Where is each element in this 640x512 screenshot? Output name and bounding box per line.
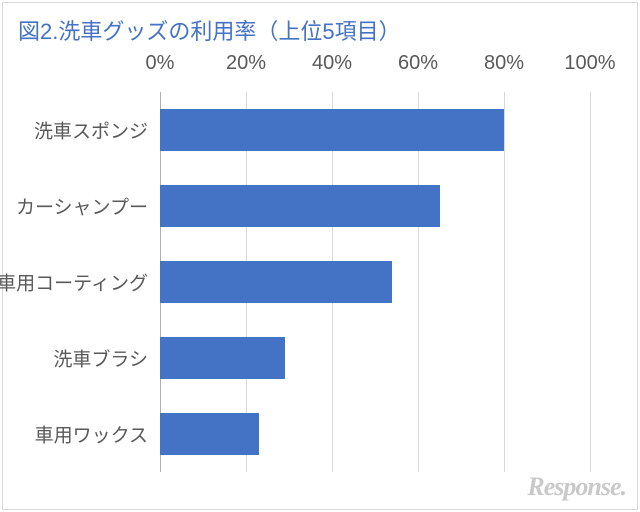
category-label: カーシャンプー bbox=[16, 192, 148, 219]
bar bbox=[160, 185, 440, 227]
category-label: 車用コーティング bbox=[0, 268, 148, 295]
bar bbox=[160, 109, 504, 151]
bar-row: カーシャンプー bbox=[160, 185, 590, 227]
category-label: 洗車スポンジ bbox=[34, 116, 148, 143]
bar bbox=[160, 337, 285, 379]
x-tick-label: 40% bbox=[312, 52, 352, 75]
watermark-text: Response. bbox=[527, 472, 626, 502]
category-label: 車用ワックス bbox=[35, 420, 148, 447]
watermark-label: Response. bbox=[527, 472, 626, 501]
chart-title: 図2.洗車グッズの利用率（上位5項目） bbox=[18, 14, 401, 46]
bar bbox=[160, 413, 259, 455]
x-tick-label: 100% bbox=[564, 52, 615, 75]
plot-area: 洗車スポンジカーシャンプー車用コーティング洗車ブラシ車用ワックス bbox=[160, 92, 590, 472]
x-tick-label: 20% bbox=[226, 52, 266, 75]
gridline bbox=[590, 92, 591, 472]
category-label: 洗車ブラシ bbox=[53, 344, 148, 371]
x-tick-label: 60% bbox=[398, 52, 438, 75]
bar-row: 洗車ブラシ bbox=[160, 337, 590, 379]
bar-row: 車用ワックス bbox=[160, 413, 590, 455]
bar-row: 車用コーティング bbox=[160, 261, 590, 303]
x-axis-ticks: 0%20%40%60%80%100% bbox=[160, 52, 590, 82]
x-tick-label: 80% bbox=[484, 52, 524, 75]
bar bbox=[160, 261, 392, 303]
bars-container: 洗車スポンジカーシャンプー車用コーティング洗車ブラシ車用ワックス bbox=[160, 92, 590, 472]
bar-row: 洗車スポンジ bbox=[160, 109, 590, 151]
x-tick-label: 0% bbox=[146, 52, 175, 75]
